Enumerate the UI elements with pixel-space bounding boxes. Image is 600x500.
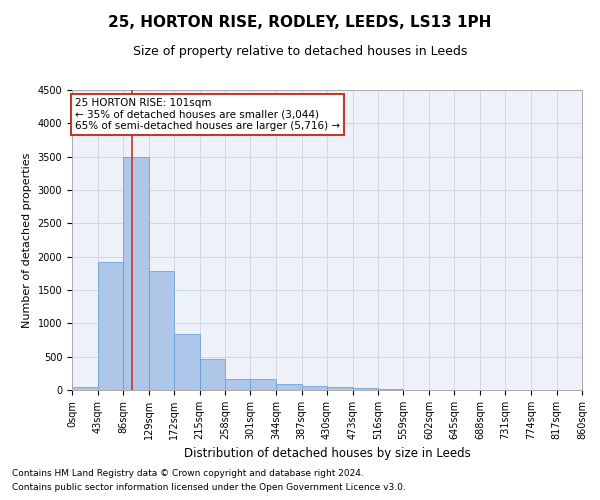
Bar (302, 386, 327, 390)
Bar (251, 380, 276, 390)
Bar (72, 388, 97, 390)
Text: Contains public sector information licensed under the Open Government Licence v3: Contains public sector information licen… (12, 484, 406, 492)
Bar (149, 272, 174, 390)
Text: Size of property relative to detached houses in Leeds: Size of property relative to detached ho… (133, 45, 467, 58)
Bar (225, 378, 251, 390)
Bar (97, 262, 123, 390)
Y-axis label: Number of detached properties: Number of detached properties (22, 152, 32, 328)
Text: 25, HORTON RISE, RODLEY, LEEDS, LS13 1PH: 25, HORTON RISE, RODLEY, LEEDS, LS13 1PH (109, 15, 491, 30)
Bar (276, 384, 302, 390)
Bar (353, 388, 378, 390)
Bar (199, 358, 225, 390)
Bar (327, 388, 353, 390)
X-axis label: Distribution of detached houses by size in Leeds: Distribution of detached houses by size … (184, 448, 470, 460)
Text: 25 HORTON RISE: 101sqm
← 35% of detached houses are smaller (3,044)
65% of semi-: 25 HORTON RISE: 101sqm ← 35% of detached… (75, 98, 340, 131)
Text: Contains HM Land Registry data © Crown copyright and database right 2024.: Contains HM Land Registry data © Crown c… (12, 468, 364, 477)
Bar (174, 334, 199, 390)
Bar (123, 156, 149, 390)
